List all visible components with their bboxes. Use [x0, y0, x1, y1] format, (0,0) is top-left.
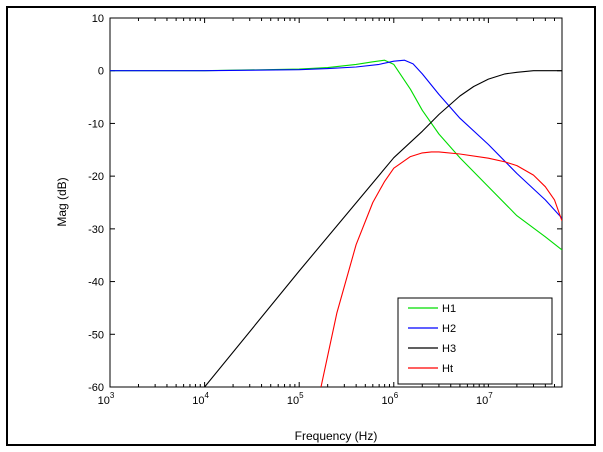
legend-box — [397, 297, 553, 385]
y-tick-label: -50 — [88, 329, 104, 341]
series-line-ht — [320, 151, 562, 387]
y-tick-label: 0 — [98, 66, 104, 78]
magnitude-chart: 103 104 105 106 107 10 0 -10 -20 -30 -40 -50 -60 Fr… — [55, 13, 563, 443]
legend-label-h2: H2 — [442, 323, 456, 335]
y-tick-label: -20 — [88, 171, 104, 183]
x-tick-label: 106 — [381, 391, 398, 407]
legend-label-ht: Ht — [442, 363, 453, 375]
series-layer — [110, 59, 562, 387]
series-line-h2 — [110, 59, 562, 219]
y-tick-label: -10 — [88, 118, 104, 130]
y-tick-label: -40 — [88, 277, 104, 289]
x-tick-label: 105 — [287, 391, 304, 407]
x-tick-label: 107 — [476, 391, 493, 407]
figure-frame: 103 104 105 106 107 10 0 -10 -20 -30 -40 -50 -60 Fr… — [6, 6, 596, 446]
x-axis: 103 104 105 106 107 — [98, 18, 563, 407]
x-tick-label: 103 — [98, 391, 115, 407]
y-axis-label: Mag (dB) — [55, 177, 69, 226]
legend-label-h1: H1 — [442, 303, 456, 315]
y-tick-label: 10 — [92, 13, 104, 25]
legend-label-h3: H3 — [442, 343, 456, 355]
x-axis-label: Frequency (Hz) — [295, 429, 378, 443]
x-tick-label: 104 — [192, 391, 209, 407]
y-tick-label: -60 — [88, 382, 104, 394]
series-line-h1 — [110, 59, 562, 251]
series-line-h3 — [204, 70, 562, 387]
y-tick-label: -30 — [88, 224, 104, 236]
legend: H1 H2 H3 Ht — [397, 297, 553, 385]
